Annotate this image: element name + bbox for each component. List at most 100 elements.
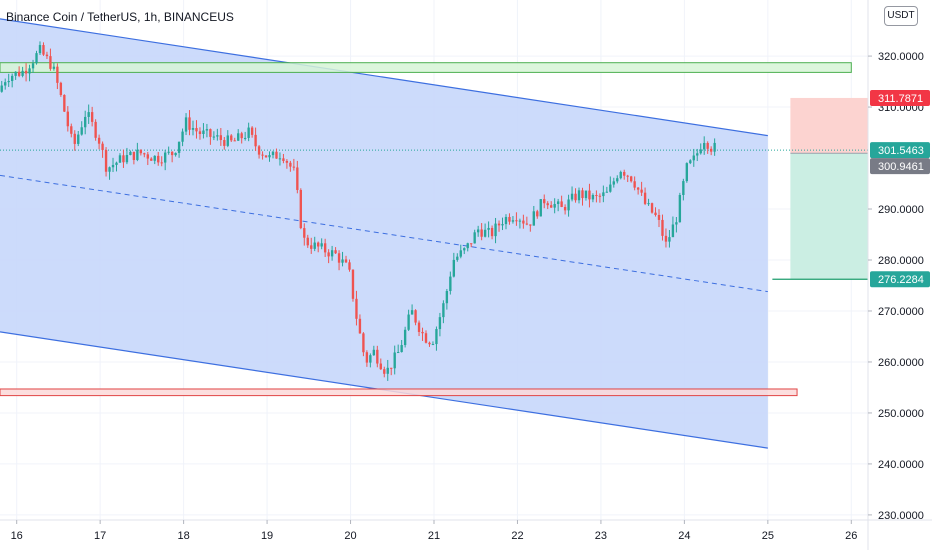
candle-body: [518, 220, 522, 222]
candle-body: [626, 175, 629, 177]
candle-body: [372, 349, 376, 356]
candle-body: [383, 369, 386, 374]
candle-body: [470, 243, 473, 245]
candle-body: [31, 63, 35, 69]
candle-body: [636, 187, 640, 190]
candle-body: [692, 155, 695, 161]
candle-body: [87, 112, 90, 117]
candle-body: [59, 82, 63, 95]
candle-body: [706, 142, 709, 149]
candle-body: [515, 220, 518, 222]
candle-body: [650, 203, 654, 213]
candle-body: [202, 130, 205, 135]
candle-body: [616, 178, 619, 182]
candle-body: [452, 259, 456, 277]
candle-body: [709, 148, 713, 152]
candle-body: [132, 151, 136, 160]
candle-body: [529, 224, 532, 226]
candle-body: [188, 117, 191, 130]
candle-body: [153, 155, 156, 161]
target-zone: [790, 153, 868, 280]
candle-body: [588, 190, 591, 200]
candle-body: [570, 193, 574, 200]
stop-zone: [790, 97, 868, 154]
candle-body: [539, 199, 542, 217]
candle-body: [230, 135, 233, 141]
candle-body: [330, 250, 334, 257]
candle-body: [584, 190, 588, 199]
y-tick-label: 290.0000: [878, 204, 924, 216]
x-tick-label: 23: [595, 530, 607, 542]
candle-body: [195, 128, 198, 132]
candle-body: [275, 151, 278, 159]
y-tick-label: 250.0000: [878, 408, 924, 420]
x-tick-label: 21: [428, 530, 440, 542]
candle-body: [310, 245, 313, 249]
candle-body: [647, 203, 650, 205]
candle-body: [605, 191, 609, 193]
chart-title: Binance Coin / TetherUS, 1h, BINANCEUS: [6, 10, 234, 24]
candle-body: [414, 310, 417, 323]
candle-body: [598, 195, 602, 197]
price-tag-label: 311.7871: [878, 93, 923, 105]
candle-body: [150, 158, 153, 161]
candle-body: [376, 349, 379, 364]
candle-body: [379, 363, 382, 370]
candle-body: [219, 135, 223, 141]
candle-body: [348, 262, 351, 270]
candle-body: [449, 276, 452, 292]
candle-body: [101, 143, 104, 151]
candle-body: [257, 146, 261, 155]
price-tag: [870, 271, 930, 288]
candle-body: [77, 134, 80, 144]
candle-body: [483, 229, 487, 237]
candle-body: [424, 333, 428, 343]
candle-body: [532, 211, 535, 226]
candle-body: [125, 155, 129, 163]
candle-body: [268, 155, 271, 158]
candle-body: [233, 140, 236, 142]
currency-button[interactable]: USDT: [884, 6, 918, 26]
x-tick-label: 22: [511, 530, 523, 542]
candle-body: [282, 158, 285, 161]
price-tag: [870, 89, 930, 106]
candle-body: [602, 192, 605, 197]
candle-body: [164, 152, 167, 163]
candle-body: [63, 94, 66, 112]
candle-body: [56, 66, 59, 83]
candle-body: [629, 176, 633, 182]
y-tick-label: 260.0000: [878, 357, 924, 369]
candle-body: [317, 242, 320, 247]
candle-body: [546, 203, 549, 206]
candle-body: [696, 153, 699, 156]
candle-body: [417, 322, 421, 332]
candle-body: [623, 171, 626, 176]
y-tick-label: 280.0000: [878, 255, 924, 267]
candle-body: [466, 243, 469, 249]
candle-body: [313, 242, 316, 249]
price-tag-label: 276.2284: [878, 274, 924, 286]
candle-body: [209, 129, 212, 137]
candle-body: [574, 193, 577, 201]
candle-body: [487, 227, 490, 230]
candle-body: [296, 167, 299, 190]
candle-body: [536, 211, 539, 217]
candle-body: [640, 189, 643, 193]
candle-body: [21, 70, 24, 76]
candle-body: [240, 133, 243, 139]
candle-body: [407, 314, 410, 330]
candle-body: [445, 291, 449, 304]
candle-body: [560, 201, 563, 207]
candle-body: [403, 329, 407, 346]
candle-body: [390, 367, 393, 369]
candle-body: [223, 140, 226, 146]
plot-area: [0, 0, 868, 520]
candle-body: [396, 352, 400, 354]
candle-body: [205, 129, 209, 131]
candle-body: [362, 333, 365, 353]
candle-body: [595, 195, 598, 197]
x-tick-label: 24: [678, 530, 690, 542]
candle-body: [42, 45, 45, 55]
